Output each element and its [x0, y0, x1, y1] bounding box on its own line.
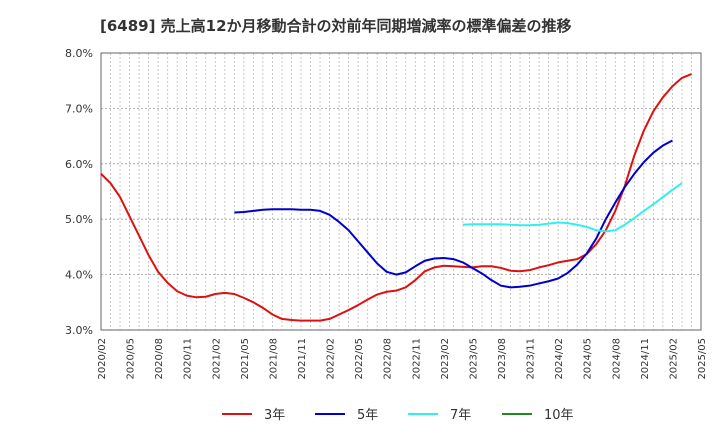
- y-tick-label: 3.0%: [65, 324, 93, 337]
- x-tick-label: 2021/08: [268, 338, 279, 380]
- x-tick-label: 2021/11: [297, 338, 308, 380]
- x-tick-label: 2024/05: [583, 338, 594, 380]
- x-tick-label: 2022/02: [326, 338, 337, 380]
- y-tick-label: 7.0%: [65, 102, 93, 115]
- y-tick-label: 6.0%: [65, 158, 93, 171]
- y-tick-label: 4.0%: [65, 269, 93, 282]
- y-tick-label: 5.0%: [65, 213, 93, 226]
- x-tick-label: 2023/05: [468, 338, 479, 380]
- legend-label: 10年: [544, 408, 574, 423]
- x-tick-label: 2022/11: [411, 338, 422, 380]
- x-tick-label: 2020/11: [183, 338, 194, 380]
- legend-label: 5年: [357, 408, 378, 423]
- series-layer: [100, 73, 692, 322]
- chart-title: [6489] 売上高12か月移動合計の対前年同期増減率の標準偏差の推移: [100, 17, 572, 35]
- x-tick-label: 2023/11: [526, 338, 537, 380]
- x-tick-label: 2022/08: [383, 338, 394, 380]
- x-tick-label: 2022/05: [354, 338, 365, 380]
- x-tick-label: 2023/08: [497, 338, 508, 380]
- series-line-5年: [234, 139, 673, 289]
- x-tick-label: 2021/02: [211, 338, 222, 380]
- series-line-3年: [100, 73, 692, 322]
- legend-label: 7年: [450, 408, 471, 423]
- x-tick-label: 2025/05: [697, 338, 708, 380]
- x-tick-label: 2020/05: [126, 338, 137, 380]
- x-tick-label: 2023/02: [440, 338, 451, 380]
- x-tick-label: 2020/08: [154, 338, 165, 380]
- legend-label: 3年: [264, 408, 285, 423]
- x-tick-label: 2024/11: [640, 338, 651, 380]
- grid: [100, 52, 702, 331]
- y-axis: 3.0% 4.0% 5.0% 6.0% 7.0% 8.0%: [65, 47, 93, 337]
- series-line-7年: [462, 182, 683, 233]
- plot-frame: [100, 52, 702, 331]
- x-tick-label: 2024/02: [554, 338, 565, 380]
- x-tick-label: 2025/02: [668, 338, 679, 380]
- x-axis: 2020/02 2020/05 2020/08 2020/11 2021/02 2021/…: [97, 338, 708, 380]
- x-tick-label: 2021/05: [240, 338, 251, 380]
- x-tick-label: 2020/02: [97, 338, 108, 380]
- legend: 3年 5年 7年 10年: [222, 408, 574, 423]
- x-tick-label: 2024/08: [611, 338, 622, 380]
- y-tick-label: 8.0%: [65, 47, 93, 60]
